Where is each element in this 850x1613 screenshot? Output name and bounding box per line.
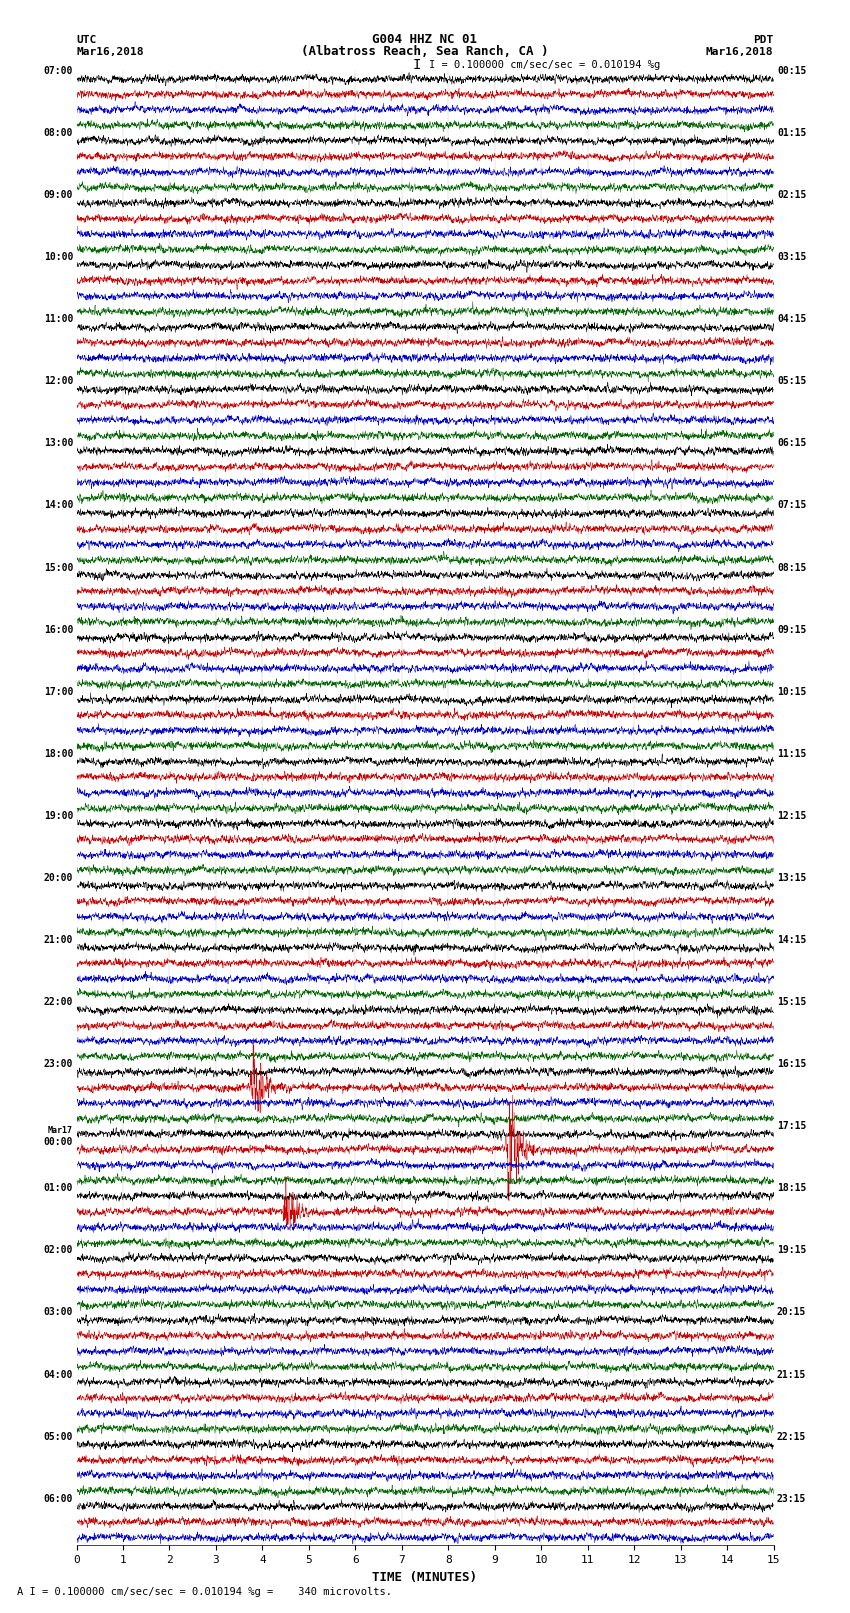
Text: 22:00: 22:00 (43, 997, 73, 1007)
Text: 19:15: 19:15 (777, 1245, 807, 1255)
Text: 16:00: 16:00 (43, 624, 73, 634)
Text: 00:00: 00:00 (43, 1137, 73, 1147)
Text: 06:00: 06:00 (43, 1494, 73, 1503)
Text: 12:15: 12:15 (777, 811, 807, 821)
Text: 14:00: 14:00 (43, 500, 73, 510)
Text: 01:15: 01:15 (777, 127, 807, 139)
Text: 23:00: 23:00 (43, 1060, 73, 1069)
Text: I: I (412, 58, 421, 71)
Text: 01:00: 01:00 (43, 1184, 73, 1194)
Text: 18:00: 18:00 (43, 748, 73, 758)
Text: A I = 0.100000 cm/sec/sec = 0.010194 %g =    340 microvolts.: A I = 0.100000 cm/sec/sec = 0.010194 %g … (17, 1587, 392, 1597)
Text: 02:15: 02:15 (777, 190, 807, 200)
Text: 23:15: 23:15 (777, 1494, 807, 1503)
Text: 13:15: 13:15 (777, 873, 807, 882)
Text: 17:15: 17:15 (777, 1121, 807, 1131)
Text: 13:00: 13:00 (43, 439, 73, 448)
Text: 10:15: 10:15 (777, 687, 807, 697)
Text: Mar17: Mar17 (48, 1126, 73, 1136)
Text: 04:15: 04:15 (777, 315, 807, 324)
Text: 06:15: 06:15 (777, 439, 807, 448)
Text: 19:00: 19:00 (43, 811, 73, 821)
Text: I = 0.100000 cm/sec/sec = 0.010194 %g: I = 0.100000 cm/sec/sec = 0.010194 %g (429, 60, 660, 69)
Text: 08:15: 08:15 (777, 563, 807, 573)
Text: 15:15: 15:15 (777, 997, 807, 1007)
Text: 09:15: 09:15 (777, 624, 807, 634)
Text: 20:00: 20:00 (43, 873, 73, 882)
Text: 18:15: 18:15 (777, 1184, 807, 1194)
Text: G004 HHZ NC 01: G004 HHZ NC 01 (372, 32, 478, 47)
Text: 03:00: 03:00 (43, 1308, 73, 1318)
Text: 21:15: 21:15 (777, 1369, 807, 1379)
Text: (Albatross Reach, Sea Ranch, CA ): (Albatross Reach, Sea Ranch, CA ) (301, 45, 549, 58)
Text: 03:15: 03:15 (777, 252, 807, 263)
Text: 15:00: 15:00 (43, 563, 73, 573)
Text: 09:00: 09:00 (43, 190, 73, 200)
Text: 17:00: 17:00 (43, 687, 73, 697)
Text: Mar16,2018: Mar16,2018 (76, 47, 144, 56)
Text: 11:00: 11:00 (43, 315, 73, 324)
Text: 04:00: 04:00 (43, 1369, 73, 1379)
Text: 07:15: 07:15 (777, 500, 807, 510)
Text: 20:15: 20:15 (777, 1308, 807, 1318)
Text: 02:00: 02:00 (43, 1245, 73, 1255)
Text: 11:15: 11:15 (777, 748, 807, 758)
Text: 10:00: 10:00 (43, 252, 73, 263)
Text: 22:15: 22:15 (777, 1432, 807, 1442)
Text: PDT: PDT (753, 34, 774, 45)
Text: 05:15: 05:15 (777, 376, 807, 387)
Text: 14:15: 14:15 (777, 936, 807, 945)
Text: 05:00: 05:00 (43, 1432, 73, 1442)
Text: Mar16,2018: Mar16,2018 (706, 47, 774, 56)
Text: 08:00: 08:00 (43, 127, 73, 139)
Text: 16:15: 16:15 (777, 1060, 807, 1069)
Text: 07:00: 07:00 (43, 66, 73, 76)
Text: 12:00: 12:00 (43, 376, 73, 387)
X-axis label: TIME (MINUTES): TIME (MINUTES) (372, 1571, 478, 1584)
Text: UTC: UTC (76, 34, 97, 45)
Text: 21:00: 21:00 (43, 936, 73, 945)
Text: 00:15: 00:15 (777, 66, 807, 76)
